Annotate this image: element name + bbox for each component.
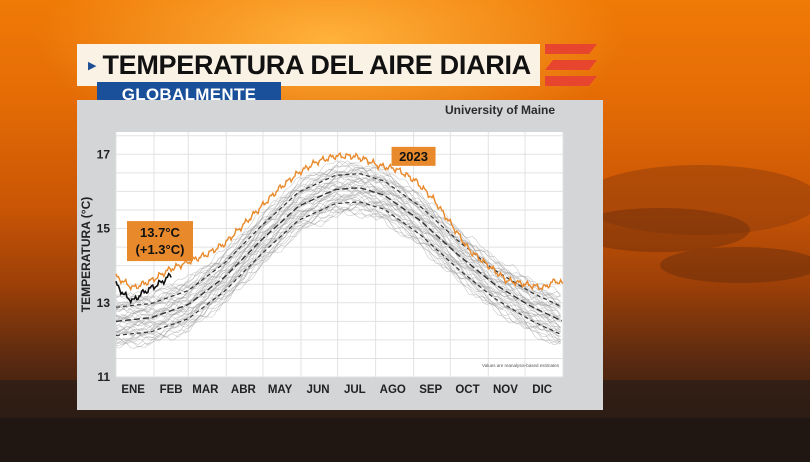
climatology-year-line — [115, 193, 561, 333]
mean-line — [115, 187, 563, 322]
x-tick-label: FEB — [160, 384, 183, 396]
upper-band-line — [115, 173, 563, 308]
x-tick-label: AGO — [380, 384, 406, 396]
climatology-year-line — [115, 164, 561, 307]
y-tick-label: 17 — [97, 147, 111, 161]
page-title: TEMPERATURA DEL AIRE DIARIA — [102, 49, 531, 80]
y-tick-label: 15 — [97, 222, 111, 236]
climatology-year-line — [115, 206, 561, 346]
climatology-year-line — [115, 207, 561, 349]
label-current-anomaly: (+1.3°C) — [136, 242, 185, 257]
climatology-year-line — [115, 177, 561, 318]
climatology-year-line — [115, 201, 561, 342]
y-axis-title: TEMPERATURA (°C) — [79, 197, 93, 312]
label-current-value: 13.7°C — [140, 225, 181, 240]
label-2023-text: 2023 — [399, 149, 428, 164]
climatology-year-line — [115, 158, 561, 299]
series-2023-line — [115, 152, 564, 292]
x-tick-label: SEP — [419, 384, 442, 396]
lower-band-line — [115, 201, 563, 336]
climatology-year-line — [115, 189, 561, 332]
label-2023-background — [391, 146, 436, 166]
x-tick-label: MAR — [192, 384, 219, 396]
x-tick-label: ENE — [121, 384, 145, 396]
x-tick-label: JUN — [307, 384, 330, 396]
climatology-year-line — [115, 202, 561, 346]
label-2023: 2023 — [391, 146, 436, 166]
title-banner: ▶ TEMPERATURA DEL AIRE DIARIA — [77, 44, 540, 86]
x-tick-label: MAY — [268, 384, 293, 396]
climatology-year-line — [115, 173, 561, 312]
climatology-year-line — [115, 202, 561, 345]
temperature-chart: 11 13 15 17 ENE FEB MAR ABR MAY JUN JUL AGO SEP OCT NO… — [79, 132, 564, 396]
label-current-background — [127, 221, 193, 262]
source-label: University of Maine — [445, 103, 556, 117]
climatology-year-line — [115, 164, 561, 304]
climatology-year-line — [115, 168, 561, 312]
y-tick-label: 11 — [97, 370, 110, 384]
series-2024-line — [115, 272, 172, 305]
climatology-year-line — [115, 190, 561, 331]
climatology-year-line — [115, 169, 561, 308]
x-tick-label: OCT — [455, 384, 479, 396]
y-tick-label: 13 — [97, 296, 111, 310]
chart-footnote: Values are reanalysis-based estimates — [482, 363, 560, 368]
broadcaster-logo-icon — [545, 44, 597, 86]
x-tick-label: DIC — [532, 384, 552, 396]
label-current-anomaly: 13.7°C (+1.3°C) — [127, 221, 193, 262]
climatology-year-line — [115, 181, 561, 321]
x-tick-label: ABR — [231, 384, 257, 396]
title-arrow-icon: ▶ — [88, 59, 97, 72]
x-tick-label: JUL — [344, 384, 366, 396]
x-tick-label: NOV — [493, 384, 518, 396]
climatology-lines — [115, 158, 561, 349]
climatology-year-line — [115, 198, 561, 339]
